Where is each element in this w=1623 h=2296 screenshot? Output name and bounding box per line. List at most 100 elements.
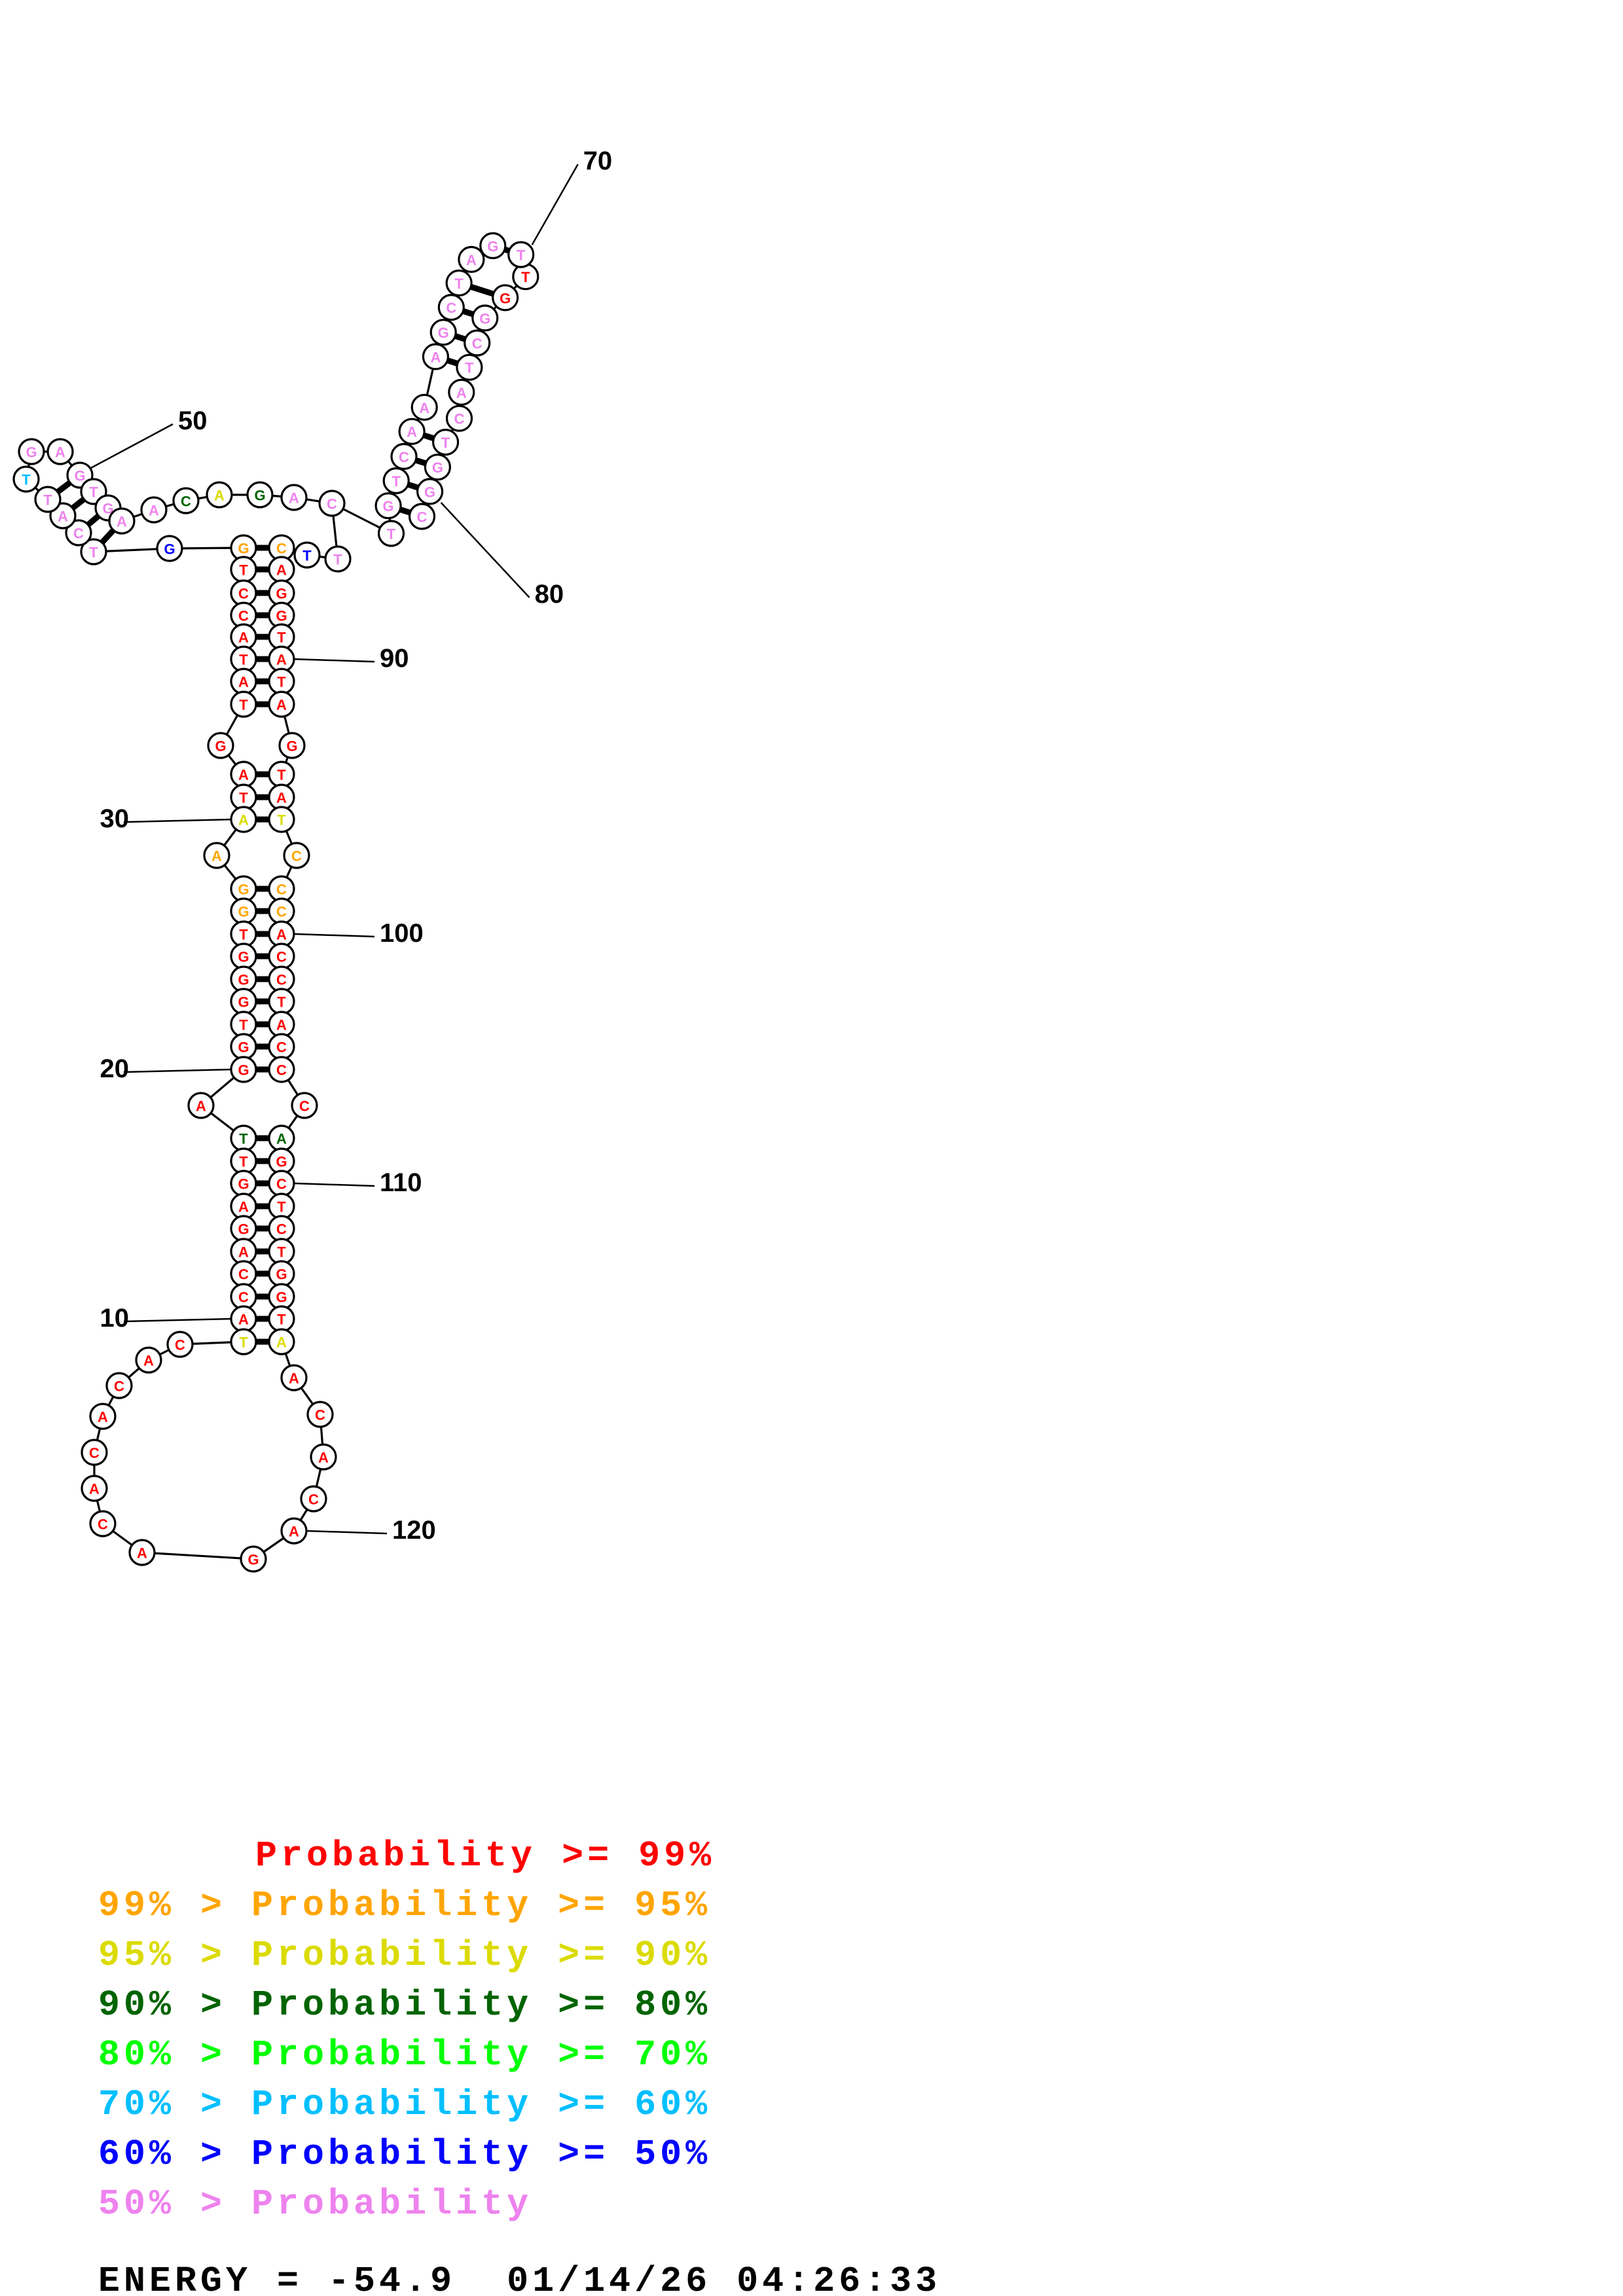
svg-text:C: C <box>299 1098 310 1115</box>
svg-text:G: G <box>424 484 435 500</box>
svg-text:T: T <box>277 812 286 829</box>
svg-text:80: 80 <box>535 580 564 609</box>
svg-text:C: C <box>238 1289 249 1306</box>
svg-text:C: C <box>276 882 287 898</box>
svg-text:T: T <box>333 552 342 568</box>
svg-text:T: T <box>43 492 52 509</box>
svg-text:100: 100 <box>380 919 424 948</box>
svg-text:T: T <box>465 360 474 376</box>
svg-text:G: G <box>254 488 265 504</box>
svg-text:95% > Probability >= 90%: 95% > Probability >= 90% <box>98 1935 711 1976</box>
svg-text:110: 110 <box>380 1168 422 1197</box>
svg-text:T: T <box>302 548 312 564</box>
svg-text:T: T <box>239 790 248 806</box>
svg-text:T: T <box>277 1312 286 1328</box>
svg-text:10: 10 <box>100 1304 130 1333</box>
svg-text:G: G <box>276 586 287 602</box>
svg-text:A: A <box>238 674 249 691</box>
svg-text:C: C <box>276 1176 287 1193</box>
svg-text:T: T <box>392 473 401 490</box>
svg-text:A: A <box>289 490 299 507</box>
svg-text:90: 90 <box>380 644 409 673</box>
svg-text:T: T <box>239 562 248 579</box>
svg-text:G: G <box>276 1154 287 1170</box>
svg-text:C: C <box>238 608 249 624</box>
svg-text:T: T <box>239 1154 248 1170</box>
svg-text:A: A <box>196 1098 206 1115</box>
svg-text:G: G <box>383 498 394 514</box>
svg-text:G: G <box>238 1062 249 1079</box>
svg-text:T: T <box>89 545 98 561</box>
svg-text:G: G <box>276 608 287 624</box>
svg-text:C: C <box>98 1516 108 1533</box>
svg-text:A: A <box>238 1199 249 1215</box>
svg-text:60% > Probability >= 50%: 60% > Probability >= 50% <box>98 2134 711 2175</box>
svg-text:G: G <box>247 1552 259 1568</box>
svg-text:T: T <box>239 1131 248 1147</box>
svg-text:G: G <box>164 541 175 558</box>
svg-text:T: T <box>277 1199 286 1215</box>
svg-text:A: A <box>466 252 477 268</box>
svg-text:50% > Probability: 50% > Probability <box>98 2183 532 2225</box>
svg-text:G: G <box>276 1289 287 1306</box>
svg-text:A: A <box>289 1524 299 1540</box>
svg-text:A: A <box>214 488 225 504</box>
svg-text:A: A <box>419 400 429 416</box>
svg-text:A: A <box>58 509 68 525</box>
svg-text:T: T <box>239 1017 248 1033</box>
svg-text:G: G <box>215 738 226 755</box>
svg-text:120: 120 <box>392 1516 436 1545</box>
svg-text:T: T <box>387 526 396 543</box>
svg-text:50: 50 <box>178 406 208 435</box>
svg-text:T: T <box>454 276 464 292</box>
svg-text:C: C <box>315 1407 325 1424</box>
svg-text:C: C <box>73 526 84 542</box>
svg-text:G: G <box>238 994 249 1011</box>
svg-text:C: C <box>276 1039 287 1056</box>
svg-text:C: C <box>276 1221 287 1238</box>
svg-text:70% > Probability >= 60%: 70% > Probability >= 60% <box>98 2084 711 2125</box>
svg-text:T: T <box>521 269 530 285</box>
svg-text:G: G <box>74 468 85 484</box>
svg-text:T: T <box>277 767 286 783</box>
svg-text:T: T <box>517 247 526 264</box>
svg-text:A: A <box>276 652 287 668</box>
svg-text:A: A <box>238 767 249 783</box>
svg-text:90% > Probability >= 80%: 90% > Probability >= 80% <box>98 1984 711 2026</box>
svg-text:30: 30 <box>100 804 130 833</box>
svg-text:G: G <box>238 541 249 557</box>
svg-text:C: C <box>327 496 337 512</box>
svg-text:A: A <box>430 349 441 365</box>
svg-text:T: T <box>239 697 248 713</box>
svg-text:G: G <box>479 310 490 327</box>
svg-text:C: C <box>276 1062 287 1079</box>
svg-text:C: C <box>276 949 287 965</box>
svg-text:C: C <box>114 1378 124 1395</box>
svg-text:A: A <box>238 812 249 829</box>
svg-text:C: C <box>291 848 302 865</box>
svg-text:99% > Probability >= 95%: 99% > Probability >= 95% <box>98 1885 711 1926</box>
svg-text:A: A <box>276 1335 287 1351</box>
svg-text:A: A <box>238 630 249 646</box>
svg-text:G: G <box>487 238 498 255</box>
svg-text:G: G <box>238 949 249 965</box>
svg-text:A: A <box>276 790 287 806</box>
svg-text:T: T <box>239 1335 248 1351</box>
svg-text:G: G <box>238 1221 249 1238</box>
svg-text:T: T <box>239 652 248 668</box>
svg-text:A: A <box>276 1131 287 1147</box>
svg-text:C: C <box>181 493 191 510</box>
svg-text:A: A <box>238 1312 249 1328</box>
svg-text:A: A <box>55 444 65 461</box>
svg-text:T: T <box>277 630 286 646</box>
svg-text:G: G <box>438 325 449 341</box>
svg-text:T: T <box>239 927 248 943</box>
svg-text:G: G <box>238 972 249 988</box>
svg-text:G: G <box>238 1176 249 1193</box>
svg-text:C: C <box>308 1492 319 1508</box>
svg-text:G: G <box>238 1039 249 1056</box>
svg-text:A: A <box>456 385 467 401</box>
svg-text:A: A <box>276 562 287 579</box>
svg-text:A: A <box>276 1017 287 1033</box>
svg-text:C: C <box>276 972 287 988</box>
